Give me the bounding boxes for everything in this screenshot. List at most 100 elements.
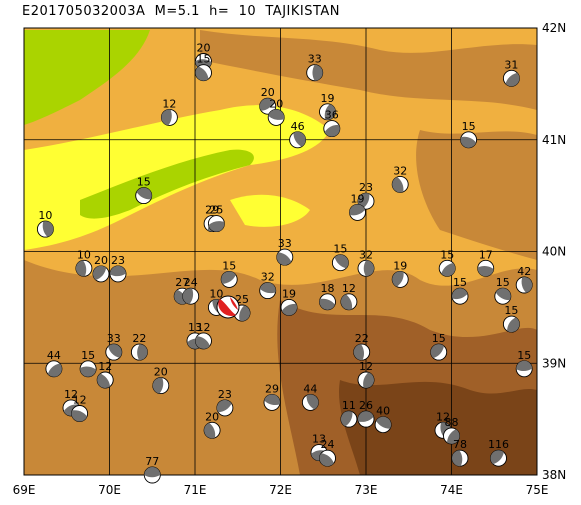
focal-mechanism[interactable]: 15 (450, 276, 469, 305)
longitude-label: 72E (269, 483, 292, 497)
focal-mechanism[interactable]: 36 (323, 109, 343, 140)
focal-mechanism[interactable]: 10 (36, 209, 55, 238)
focal-mechanism[interactable]: 44 (45, 349, 65, 380)
depth-label: 15 (440, 248, 454, 261)
focal-mechanism[interactable]: 22 (130, 332, 148, 361)
beachball-quadrant (441, 262, 456, 277)
focal-mechanism[interactable]: 24 (182, 276, 200, 305)
focal-mechanism[interactable]: 32 (357, 248, 375, 277)
depth-label: 12 (73, 394, 87, 407)
focal-mechanism[interactable]: 17 (477, 248, 495, 277)
focal-mechanism[interactable]: 78 (451, 438, 469, 467)
focal-mechanism[interactable]: 12 (69, 394, 89, 424)
focal-mechanism[interactable]: 33 (306, 53, 324, 82)
depth-label: 29 (265, 382, 279, 395)
focal-mechanism[interactable]: 15 (192, 53, 212, 84)
focal-mechanism[interactable]: 20 (267, 97, 286, 126)
focal-mechanism[interactable]: 23 (109, 254, 127, 283)
terrain-mtn4 (200, 30, 537, 110)
beachball-quadrant (293, 131, 306, 147)
depth-label: 10 (209, 287, 223, 300)
focal-mechanism[interactable]: 10 (75, 248, 93, 277)
depth-label: 42 (517, 265, 531, 278)
focal-mechanism[interactable]: 40 (374, 405, 394, 434)
focal-mechanism[interactable]: 15 (502, 304, 522, 335)
beachball-quadrant (144, 467, 161, 478)
focal-mechanism[interactable]: 19 (347, 192, 366, 221)
beachball-quadrant (42, 221, 54, 237)
beachball-quadrant (204, 422, 216, 439)
focal-mechanism[interactable]: 15 (427, 332, 448, 361)
depth-label: 33 (308, 53, 322, 66)
beachball-quadrant (195, 336, 210, 349)
focal-mechanism[interactable]: 15 (218, 259, 238, 288)
focal-mechanism[interactable]: 32 (259, 271, 277, 300)
focal-mechanism[interactable]: 19 (319, 92, 338, 122)
focal-mechanism[interactable]: 29 (263, 382, 282, 411)
depth-label: 29 (205, 204, 219, 217)
beachball-quadrant (208, 221, 225, 232)
latitude-label: 39N (542, 356, 566, 370)
focal-mechanism[interactable]: 15 (458, 120, 478, 150)
focal-mechanism[interactable]: 19 (390, 259, 409, 288)
depth-label: 20 (261, 86, 275, 99)
beachball-quadrant (110, 265, 126, 277)
focal-mechanism[interactable]: 12 (160, 97, 178, 126)
beachball-quadrant (161, 109, 172, 126)
focal-mechanism[interactable]: 15 (515, 349, 533, 378)
depth-label: 17 (479, 248, 493, 261)
beachball-quadrant (276, 252, 292, 266)
focal-mechanism[interactable]: 12 (94, 360, 114, 391)
depth-label: 12 (436, 410, 450, 423)
depth-label: 25 (209, 204, 223, 217)
depth-label: 23 (111, 254, 125, 267)
focal-mechanism[interactable]: 24 (316, 438, 336, 469)
focal-mechanism[interactable]: 46 (289, 120, 309, 149)
depth-label: 19 (351, 192, 365, 205)
beachball-quadrant (452, 450, 463, 467)
focal-mechanism[interactable]: 15 (331, 243, 351, 272)
focal-mechanism[interactable]: 77 (143, 455, 161, 484)
focal-mechanism[interactable]: 15 (438, 248, 458, 279)
depth-label: 10 (77, 248, 91, 261)
focal-mechanism[interactable]: 23 (214, 388, 234, 417)
focal-mechanism[interactable]: 22 (353, 332, 371, 361)
depth-label: 78 (453, 438, 467, 451)
latitude-label: 41N (542, 133, 566, 147)
focal-mechanism[interactable]: 20 (152, 366, 170, 395)
beachball-quadrant (521, 277, 533, 293)
longitude-label: 69E (13, 483, 36, 497)
beachball-quadrant (340, 411, 353, 427)
focal-mechanism[interactable]: 20 (257, 86, 277, 115)
focal-mechanism[interactable]: 31 (502, 58, 522, 89)
beachball-quadrant (93, 265, 107, 281)
focal-mechanism[interactable]: 20 (202, 410, 221, 440)
focal-mechanism[interactable]: 42 (515, 265, 534, 294)
focal-mechanism[interactable]: 12 (357, 360, 376, 390)
beachball-quadrant (376, 416, 392, 429)
focal-mechanism[interactable]: 33 (274, 237, 294, 268)
focal-mechanism[interactable]: 15 (494, 276, 514, 305)
beachball-quadrant (334, 254, 349, 269)
focal-mechanism[interactable]: 44 (301, 382, 321, 411)
focal-mechanism[interactable]: 12 (192, 321, 212, 352)
focal-mechanism[interactable]: 116 (487, 438, 509, 467)
focal-mechanism[interactable]: 19 (280, 287, 300, 318)
focal-mechanism[interactable]: 12 (338, 282, 358, 312)
focal-mechanism[interactable]: 33 (105, 332, 125, 361)
focal-mechanism[interactable]: 32 (390, 164, 409, 194)
focal-mechanism[interactable]: 26 (356, 399, 375, 428)
depth-label: 32 (393, 164, 407, 177)
depth-label: 15 (504, 304, 518, 317)
main-event-beachball[interactable] (216, 295, 240, 319)
focal-mechanism[interactable]: 15 (79, 349, 97, 378)
focal-mechanism[interactable]: 15 (135, 176, 155, 205)
depth-label: 10 (38, 209, 52, 222)
focal-mechanism[interactable]: 25 (207, 204, 226, 233)
focal-mechanism[interactable]: 11 (338, 399, 358, 428)
focal-mechanism[interactable]: 18 (317, 282, 336, 312)
focal-mechanism[interactable]: 88 (443, 416, 463, 447)
focal-mechanism[interactable]: 20 (90, 254, 110, 283)
beachball-quadrant (363, 372, 374, 388)
